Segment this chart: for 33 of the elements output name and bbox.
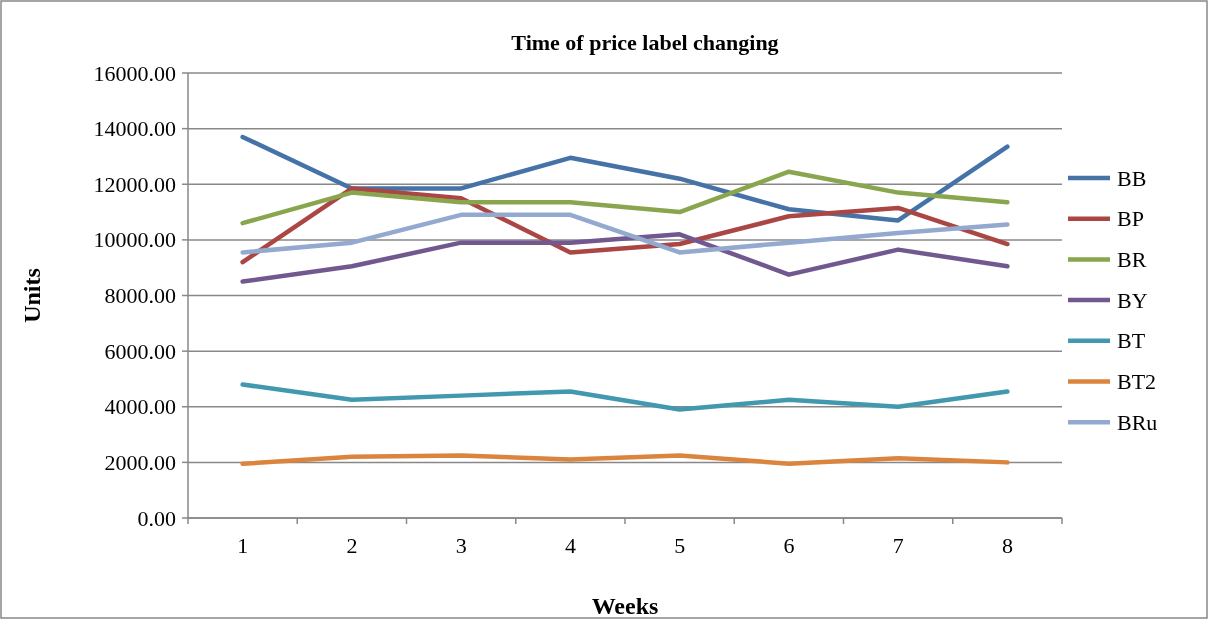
y-tick-label: 2000.00 [104, 449, 176, 475]
legend-label: BRu [1117, 409, 1158, 435]
chart-title: Time of price label changing [511, 30, 779, 55]
x-tick-label: 2 [346, 532, 358, 558]
x-tick-label: 4 [564, 532, 576, 558]
legend-label: BT [1117, 328, 1146, 354]
x-tick-label: 8 [1001, 532, 1013, 558]
x-axis-title: Weeks [591, 593, 659, 619]
legend-label: BY [1117, 287, 1148, 313]
x-tick-label: 6 [783, 532, 795, 558]
legend-label: BR [1117, 246, 1147, 272]
y-axis-title: Units [19, 268, 45, 323]
line-series [240, 212, 1010, 255]
x-tick-label: 3 [455, 532, 467, 558]
y-tick-label: 6000.00 [104, 338, 176, 364]
line-series [240, 134, 1010, 223]
line-series [240, 232, 1010, 284]
y-tick-label: 12000.00 [93, 171, 176, 197]
y-tick-label: 4000.00 [104, 394, 176, 420]
x-tick-label: 7 [892, 532, 904, 558]
legend-label: BT2 [1117, 369, 1157, 394]
legend-label: BP [1117, 206, 1144, 232]
legend-label: BB [1117, 165, 1147, 191]
y-tick-label: 10000.00 [93, 227, 176, 253]
y-tick-label: 14000.00 [93, 116, 176, 142]
y-tick-label: 16000.00 [93, 60, 176, 86]
y-tick-label: 8000.00 [104, 283, 176, 308]
x-tick-label: 1 [237, 532, 249, 558]
line-series [240, 382, 1010, 412]
line-series [240, 453, 1010, 467]
x-tick-label: 5 [674, 532, 686, 558]
line-series [240, 169, 1010, 226]
y-tick-label: 0.00 [137, 505, 176, 531]
